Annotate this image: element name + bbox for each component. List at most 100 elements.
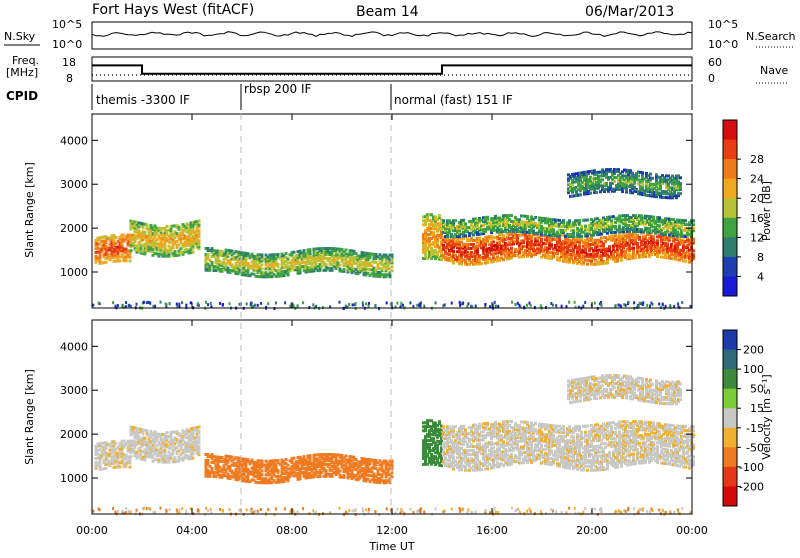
- power-cell: [451, 302, 453, 305]
- power-cell: [662, 303, 664, 306]
- cpid-segment-1: themis -3300 IF: [96, 93, 190, 107]
- power-cell: [129, 260, 132, 263]
- power-cell: [642, 301, 644, 304]
- power-cell: [605, 182, 608, 185]
- velocity-cell: [115, 442, 118, 445]
- power-cell: [484, 303, 486, 306]
- power-cell: [652, 216, 655, 219]
- power-cell: [386, 301, 388, 304]
- power-cell: [238, 303, 240, 306]
- power-cell: [529, 302, 531, 305]
- power-cell: [419, 303, 421, 306]
- power-cell: [160, 301, 162, 304]
- power-cell: [515, 303, 517, 306]
- power-cell: [374, 304, 376, 307]
- power-cell: [222, 303, 224, 306]
- power-cell: [580, 225, 583, 228]
- power-cell: [561, 305, 563, 308]
- power-cell: [684, 260, 687, 263]
- power-cell: [550, 302, 552, 305]
- power-cell: [464, 234, 467, 237]
- power-cell: [174, 250, 177, 253]
- power-cell: [119, 259, 122, 262]
- power-cell: [348, 303, 350, 306]
- power-cell: [285, 252, 288, 255]
- power-cell: [684, 219, 687, 222]
- power-cell: [526, 215, 529, 218]
- cpid-panel: CPID themis -3300 IF rbsp 200 IF normal …: [6, 82, 692, 110]
- power-cell: [303, 249, 306, 252]
- power-cell: [614, 225, 617, 228]
- power-cell: [435, 301, 437, 304]
- power-cell: [207, 253, 210, 256]
- power-cell: [345, 249, 348, 252]
- power-cell: [198, 224, 201, 227]
- power-cell: [166, 225, 169, 228]
- power-cell: [494, 301, 496, 304]
- power-cell: [478, 237, 481, 240]
- power-cell: [673, 305, 675, 308]
- power-cell: [198, 220, 201, 223]
- noise-panel: N.Sky 10^5 10^0 10^5 10^0 N.Search: [4, 18, 796, 51]
- power-cell: [284, 301, 286, 304]
- power-cell: [679, 192, 682, 195]
- power-cell: [246, 302, 248, 305]
- power-cell: [198, 229, 201, 232]
- power-cell: [574, 301, 576, 304]
- power-cell: [651, 302, 653, 305]
- power-cell: [568, 301, 570, 304]
- power-cell: [475, 305, 477, 308]
- power-cell: [146, 223, 149, 226]
- power-cell: [115, 305, 117, 308]
- power-cell: [144, 231, 147, 234]
- power-cell: [136, 303, 138, 306]
- power-cell: [584, 225, 587, 228]
- noise-left-label: N.Sky: [4, 30, 36, 43]
- power-cell: [423, 305, 425, 308]
- power-cell: [409, 301, 411, 304]
- power-cell: [267, 302, 269, 305]
- power-cell: [572, 229, 575, 232]
- power-cell: [652, 235, 655, 238]
- power-cell: [254, 304, 256, 307]
- power-cell: [190, 301, 192, 304]
- power-cell: [181, 301, 183, 304]
- nave-tick-bottom: 0: [708, 72, 715, 85]
- power-cell: [620, 304, 622, 307]
- power-cell: [92, 304, 94, 307]
- power-cell: [555, 304, 557, 307]
- date-label: 06/Mar/2013: [585, 4, 674, 20]
- y-tick-label: 4000: [60, 134, 88, 147]
- power-cell: [595, 191, 598, 194]
- velocity-cell: [285, 458, 288, 461]
- velocity-cell: [146, 429, 149, 432]
- power-cell: [229, 302, 231, 305]
- velocity-cell: [277, 459, 280, 462]
- power-cell: [511, 301, 513, 304]
- power-cell: [115, 236, 118, 239]
- power-cell: [679, 176, 682, 179]
- power-cell: [589, 192, 592, 195]
- power-cell: [633, 301, 635, 304]
- velocity-cell: [144, 437, 147, 440]
- power-cell: [261, 254, 264, 257]
- power-cell: [617, 168, 620, 171]
- power-cell: [510, 214, 513, 217]
- frequency-trace: [92, 65, 692, 73]
- power-cell: [582, 305, 584, 308]
- power-cell: [649, 173, 652, 176]
- power-cell: [147, 301, 149, 304]
- power-cell: [502, 234, 505, 237]
- power-cell: [257, 304, 259, 307]
- power-cell: [293, 251, 296, 254]
- radar-title: Fort Hays West (fitACF): [92, 2, 254, 18]
- power-cell: [98, 302, 100, 305]
- power-cell: [261, 263, 264, 266]
- velocity-cell: [293, 457, 296, 460]
- power-cell: [396, 302, 398, 305]
- power-cell: [362, 301, 364, 304]
- power-cell: [251, 302, 253, 305]
- power-cell: [260, 302, 262, 305]
